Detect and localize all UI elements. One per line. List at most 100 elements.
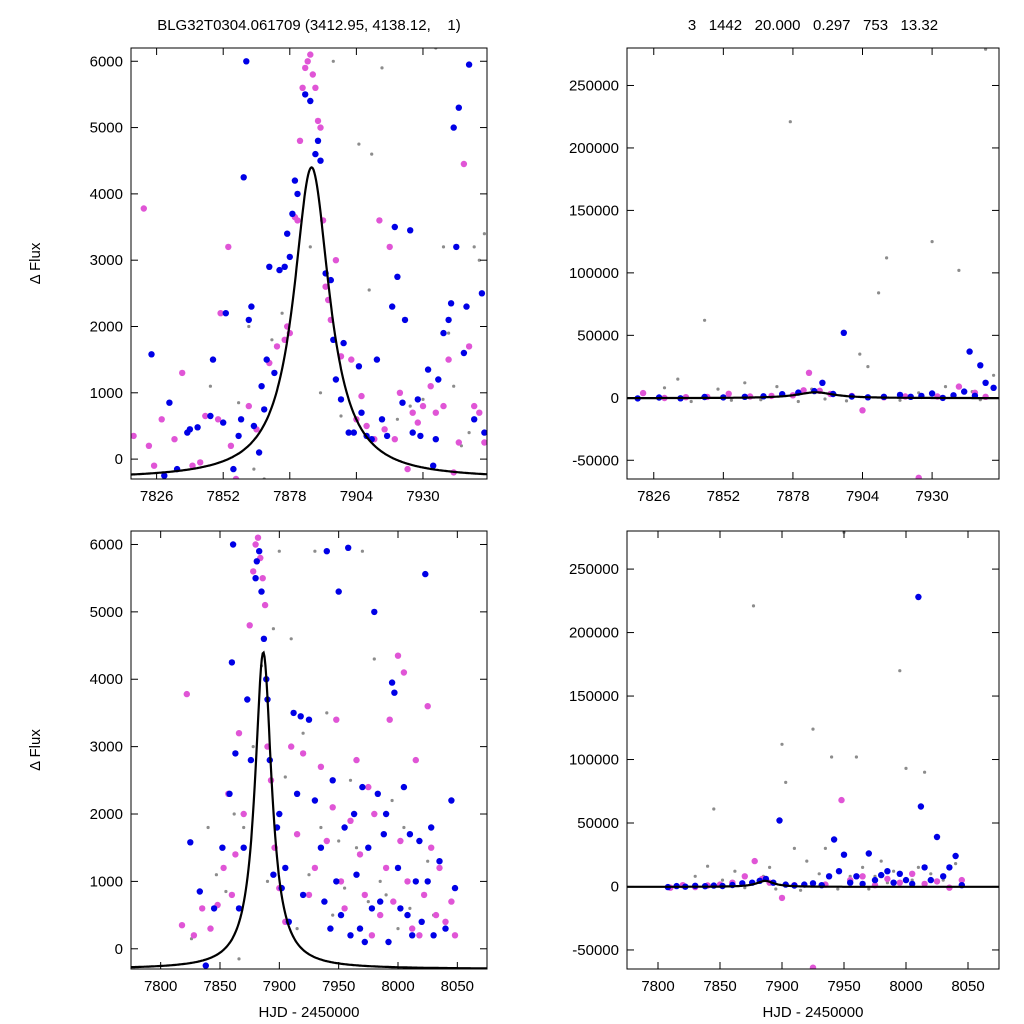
data-point — [915, 593, 922, 601]
data-point — [323, 837, 330, 845]
data-point — [370, 152, 374, 156]
data-point — [847, 879, 854, 886]
data-point — [481, 439, 487, 446]
data-point — [836, 887, 840, 891]
data-point — [409, 925, 416, 932]
data-point — [277, 549, 281, 553]
data-point — [428, 844, 435, 851]
y-axis-label: Δ Flux — [27, 242, 44, 284]
y-tick-label: 5000 — [90, 120, 123, 137]
data-point — [189, 462, 196, 469]
data-point — [759, 398, 763, 402]
data-point — [145, 442, 153, 449]
data-point — [317, 844, 325, 851]
data-point — [383, 432, 391, 440]
data-point — [751, 857, 758, 865]
data-point — [448, 797, 455, 804]
data-point — [360, 549, 364, 553]
data-point — [382, 810, 390, 818]
data-point — [408, 906, 412, 911]
data-point — [288, 743, 295, 750]
data-point — [235, 905, 243, 912]
data-point — [348, 356, 355, 363]
data-point — [780, 742, 784, 746]
data-point — [378, 416, 386, 423]
x-tick-label: 7800 — [144, 978, 177, 995]
data-point — [297, 713, 304, 720]
y-tick-label: 150000 — [569, 688, 619, 705]
y-tick-label: 3000 — [90, 252, 123, 269]
data-point — [314, 137, 322, 144]
data-point — [428, 824, 435, 831]
data-point — [472, 245, 476, 249]
y-tick-label: 100000 — [569, 265, 619, 282]
data-point — [689, 399, 693, 404]
data-point — [923, 770, 927, 774]
data-point — [190, 932, 198, 939]
data-point — [327, 925, 334, 932]
data-point — [455, 439, 462, 446]
data-point — [299, 750, 307, 757]
y-tick-label: 1000 — [90, 873, 123, 890]
model-curve — [627, 879, 999, 888]
data-point — [382, 864, 390, 872]
data-point — [286, 253, 293, 261]
data-point — [867, 887, 871, 891]
x-tick-label: 7950 — [827, 978, 860, 995]
data-point — [921, 864, 928, 871]
data-point — [247, 756, 255, 764]
data-point — [345, 544, 352, 551]
data-point — [227, 442, 235, 449]
data-point — [447, 300, 455, 307]
data-point — [317, 157, 324, 164]
data-point — [402, 825, 406, 830]
data-point — [792, 846, 797, 851]
data-point — [921, 880, 928, 888]
data-point — [271, 627, 275, 631]
x-tick-label: 7930 — [915, 488, 948, 505]
data-point — [982, 379, 989, 386]
data-point — [441, 245, 446, 249]
data-point — [308, 245, 312, 249]
data-point — [289, 637, 293, 641]
data-point — [380, 66, 384, 70]
x-tick-label: 7852 — [707, 488, 740, 505]
data-point — [896, 391, 904, 399]
data-point — [390, 798, 394, 803]
data-point — [418, 918, 425, 925]
x-tick-label: 7878 — [273, 488, 306, 505]
data-point — [229, 541, 237, 548]
plot-frame — [626, 530, 1000, 970]
data-point — [830, 836, 838, 843]
data-point — [337, 396, 345, 403]
data-point — [376, 217, 383, 224]
data-point — [226, 790, 233, 797]
data-point — [799, 888, 803, 892]
data-point — [197, 459, 204, 466]
data-point — [350, 810, 358, 818]
data-point — [332, 257, 340, 264]
data-point — [347, 932, 354, 939]
data-point — [237, 416, 245, 423]
data-point — [471, 402, 478, 410]
y-axis-label: Δ Flux — [27, 729, 44, 771]
data-point — [796, 399, 800, 404]
data-point — [282, 864, 289, 872]
data-point — [898, 669, 902, 673]
data-point — [977, 362, 984, 369]
y-tick-label: 250000 — [569, 561, 619, 578]
data-point — [391, 689, 398, 696]
data-point — [442, 918, 449, 925]
data-point — [356, 851, 364, 858]
model-curve — [131, 166, 487, 476]
data-point — [296, 137, 304, 144]
data-point — [232, 750, 239, 757]
chart-top-right: 7826 7852 7878 7904 7930 -50000 0 50000 100000 15… — [569, 47, 1000, 505]
data-point — [293, 831, 301, 838]
data-point — [366, 900, 370, 904]
data-point — [309, 71, 316, 78]
data-point — [261, 406, 268, 413]
data-point — [368, 932, 376, 939]
data-point — [391, 223, 398, 231]
data-point — [800, 387, 807, 394]
